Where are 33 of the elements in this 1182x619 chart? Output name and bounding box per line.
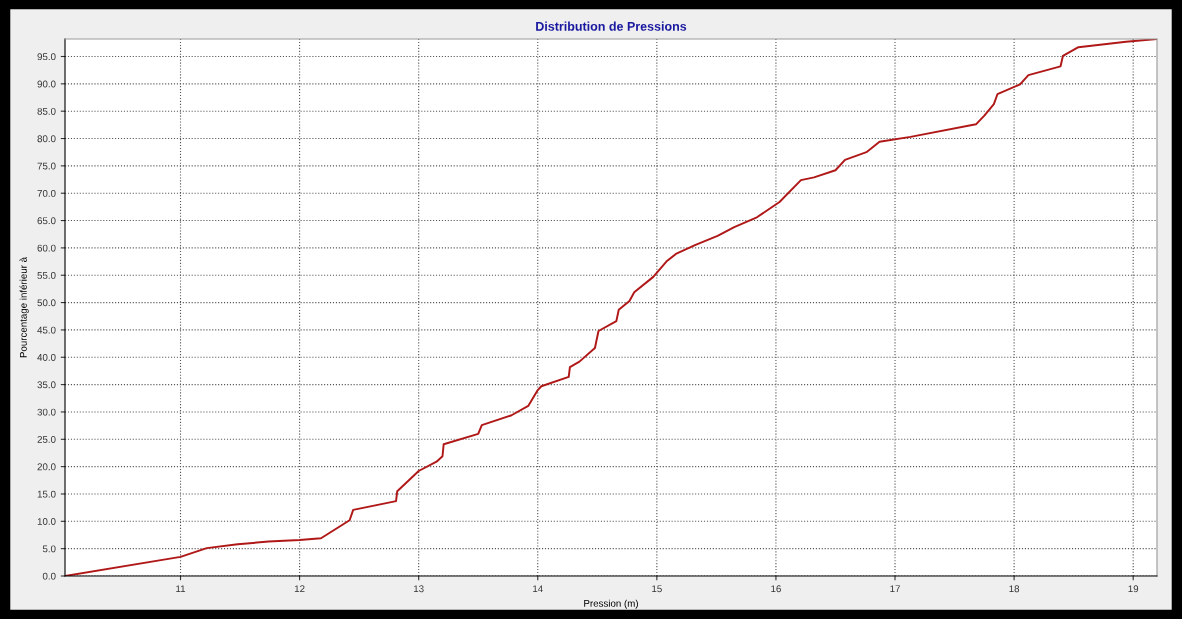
y-tick-label: 15.0: [37, 490, 56, 498]
y-tick-label: 10.0: [37, 518, 56, 525]
y-tick-label: 50.0: [37, 299, 56, 307]
x-tick-label: 19: [1128, 585, 1139, 593]
y-tick-label: 75.0: [37, 162, 56, 170]
y-tick-label: 20.0: [37, 463, 56, 471]
y-axis-title: Pourcentage inférieur à: [19, 256, 29, 358]
y-tick-label: 45.0: [37, 326, 56, 334]
y-tick-label: 65.0: [37, 217, 56, 225]
y-tick-label: 5.0: [42, 545, 56, 553]
y-tick-label: 95.0: [37, 53, 56, 61]
x-tick-label: 13: [414, 585, 424, 593]
y-tick-label: 70.0: [37, 189, 56, 197]
y-tick-label: 30.0: [37, 408, 56, 416]
x-tick-label: 11: [176, 585, 186, 593]
y-tick-label: 40.0: [37, 354, 56, 361]
y-tick-label: 90.0: [37, 80, 56, 88]
x-tick-label: 18: [1009, 585, 1020, 593]
y-tick-label: 0.0: [42, 572, 56, 580]
chart-title: Distribution de Pressions: [536, 21, 687, 31]
x-tick-label: 17: [890, 585, 900, 593]
y-tick-label: 25.0: [37, 436, 56, 443]
x-tick-label: 15: [652, 585, 662, 593]
x-axis-title: Pression (m): [584, 599, 638, 609]
y-tick-label: 55.0: [37, 271, 56, 279]
x-tick-label: 16: [771, 585, 781, 593]
y-tick-label: 80.0: [37, 135, 56, 143]
y-tick-label: 85.0: [37, 107, 56, 115]
x-tick-label: 14: [533, 585, 543, 593]
x-tick-label: 12: [294, 585, 305, 593]
y-tick-label: 35.0: [37, 381, 56, 389]
line-series: [65, 39, 1157, 576]
y-tick-label: 60.0: [37, 244, 56, 252]
